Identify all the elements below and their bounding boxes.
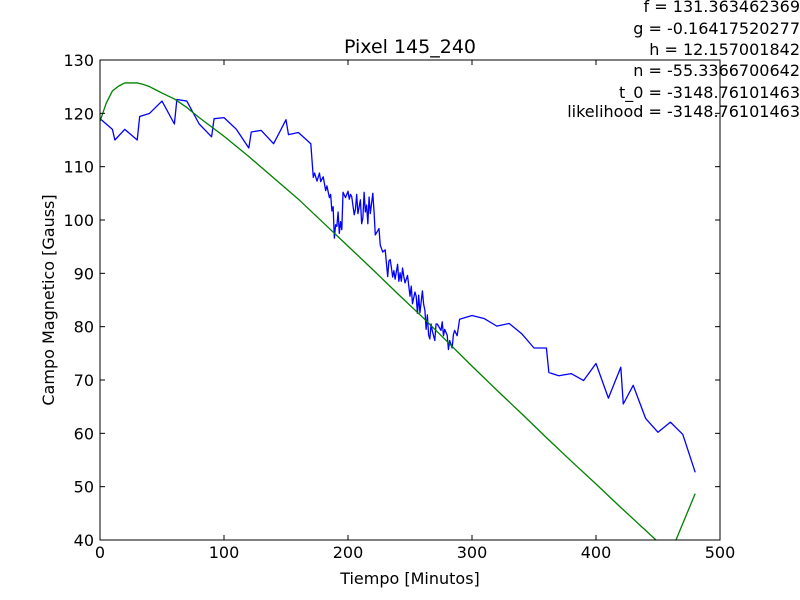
- y-axis-label: Campo Magnetico [Gauss]: [39, 194, 58, 405]
- param-likelihood: likelihood = -3148.76101463: [567, 102, 800, 121]
- param-n: n = -55.3366700642: [633, 61, 800, 80]
- x-axis-label: Tiempo [Minutos]: [339, 569, 480, 588]
- y-tick-label: 120: [63, 104, 94, 123]
- param-f: f = 131.363462369: [643, 0, 800, 16]
- axis-ticks: 0 100 200 300 400 500 40 50 60 70 80 90 100 110 120 130: [63, 51, 735, 562]
- y-tick-label: 90: [74, 264, 94, 283]
- x-tick-label: 200: [333, 543, 364, 562]
- y-tick-label: 110: [63, 158, 94, 177]
- y-tick-label: 60: [74, 424, 94, 443]
- x-tick-label: 100: [209, 543, 240, 562]
- x-tick-label: 500: [705, 543, 736, 562]
- y-tick-label: 70: [74, 371, 94, 390]
- plot-frame: [99, 59, 721, 541]
- x-tick-label: 0: [95, 543, 105, 562]
- param-g: g = -0.16417520277: [633, 19, 800, 38]
- y-tick-label: 40: [74, 531, 94, 550]
- y-tick-label: 50: [74, 478, 94, 497]
- x-tick-label: 300: [457, 543, 488, 562]
- x-tick-label: 400: [581, 543, 612, 562]
- param-h: h = 12.157001842: [649, 40, 800, 59]
- series-line-data: [100, 98, 696, 473]
- series-line-fit: [100, 82, 696, 540]
- y-tick-label: 100: [63, 211, 94, 230]
- series-layer: [100, 82, 696, 540]
- y-tick-label: 80: [74, 318, 94, 337]
- param-t0: t_0 = -3148.76101463: [618, 83, 800, 102]
- y-tick-label: 130: [63, 51, 94, 70]
- chart-title: Pixel 145_240: [344, 36, 476, 58]
